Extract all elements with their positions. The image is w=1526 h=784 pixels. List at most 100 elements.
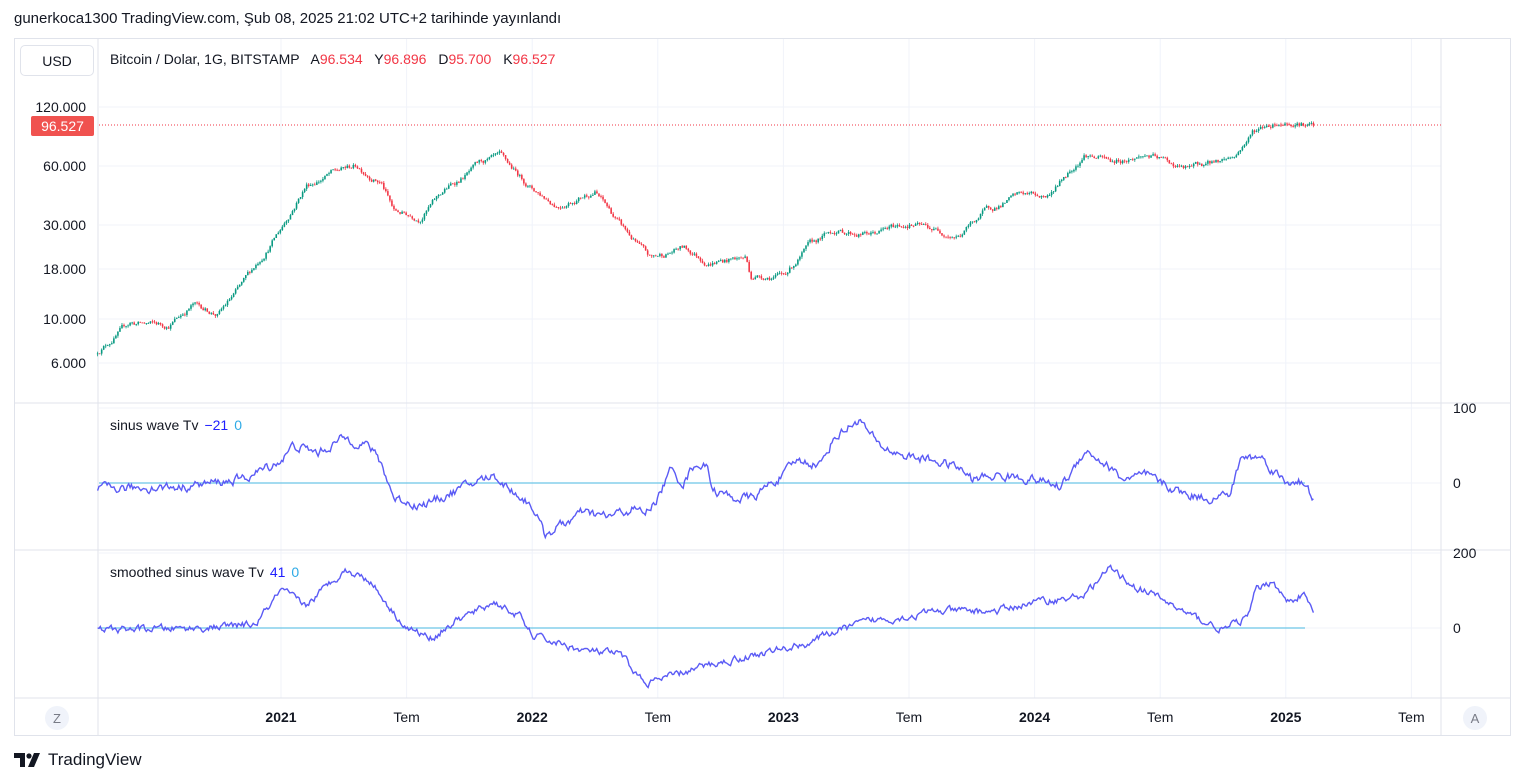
candle: [695, 252, 698, 259]
candle: [1083, 153, 1085, 161]
candle: [1229, 156, 1232, 160]
candle: [510, 163, 513, 170]
candle: [1251, 129, 1254, 137]
candle: [330, 169, 332, 174]
candle: [1030, 190, 1033, 195]
candle: [478, 159, 481, 165]
log-scale-toggle[interactable]: Z: [45, 706, 69, 730]
candle: [1099, 154, 1102, 158]
candle: [336, 168, 338, 172]
candle: [307, 182, 310, 188]
candle: [543, 196, 545, 200]
candle: [1312, 121, 1315, 128]
candle: [255, 263, 257, 270]
candle: [1288, 122, 1290, 126]
candle: [569, 202, 572, 205]
candle: [1024, 192, 1027, 196]
candle: [383, 180, 385, 191]
candle: [1036, 193, 1039, 197]
candle: [370, 178, 373, 183]
candle: [1302, 122, 1305, 127]
candle: [180, 313, 182, 319]
candle: [630, 234, 633, 241]
candle: [433, 197, 436, 201]
candle: [717, 260, 720, 263]
candle: [1048, 193, 1051, 196]
candle: [482, 160, 485, 165]
candle: [1263, 125, 1266, 129]
candle: [190, 303, 192, 311]
candle: [480, 158, 483, 163]
candle: [1259, 125, 1262, 130]
candle: [236, 284, 239, 290]
candle: [573, 201, 576, 206]
candle: [273, 237, 276, 241]
candle: [699, 256, 702, 263]
candle: [602, 195, 604, 202]
indicator-legend-smoothed[interactable]: smoothed sinus wave Tv 41 0: [110, 564, 299, 580]
candle: [220, 307, 223, 312]
candle: [155, 321, 158, 326]
candle: [358, 167, 361, 170]
candle: [551, 203, 554, 206]
candle: [870, 230, 872, 237]
auto-scale-button[interactable]: A: [1463, 706, 1487, 730]
candle: [326, 173, 328, 177]
candle: [799, 255, 801, 262]
candle: [890, 223, 893, 229]
indicator-value: 41: [269, 564, 286, 580]
candle: [171, 321, 174, 326]
candle: [874, 230, 876, 235]
candle: [929, 225, 931, 230]
candle: [178, 315, 180, 319]
candle: [96, 351, 99, 357]
symbol-title[interactable]: Bitcoin / Dolar, 1G, BITSTAMP: [110, 51, 300, 67]
candle: [1166, 156, 1169, 163]
candle: [360, 167, 363, 174]
candle: [756, 275, 759, 278]
candle: [1125, 160, 1128, 164]
candle: [790, 267, 793, 269]
open-label: A: [310, 51, 320, 67]
candle: [1062, 176, 1065, 181]
candle: [549, 200, 552, 205]
candle: [269, 245, 271, 253]
candle: [429, 203, 432, 208]
candle: [129, 321, 131, 327]
candle: [1089, 154, 1091, 158]
candle: [644, 245, 647, 251]
candle: [1146, 155, 1148, 157]
candle: [127, 324, 129, 328]
candle: [299, 196, 302, 200]
candle: [192, 302, 194, 308]
time-axis-label: 2023: [767, 709, 799, 725]
candle: [1308, 121, 1311, 127]
tradingview-logo[interactable]: TradingView: [14, 750, 142, 770]
candle: [1239, 149, 1242, 154]
candle: [194, 302, 196, 306]
candle: [567, 201, 570, 208]
candle: [328, 171, 330, 176]
candle: [486, 157, 489, 162]
candle: [689, 250, 692, 256]
currency-button[interactable]: USD: [20, 45, 94, 76]
candle: [1077, 164, 1079, 168]
candle: [149, 321, 152, 324]
candle: [904, 225, 907, 229]
candle: [565, 205, 568, 209]
candle: [1131, 157, 1134, 161]
candle: [701, 258, 704, 264]
candle: [555, 205, 558, 208]
time-axis-label: Tem: [895, 709, 923, 725]
candle: [1160, 156, 1163, 158]
indicator-legend-sinus[interactable]: sinus wave Tv −21 0: [110, 417, 242, 433]
indicator-axis-label: 0: [1453, 620, 1461, 636]
candle: [1113, 160, 1116, 165]
candle: [441, 191, 444, 195]
candle: [289, 213, 292, 220]
candle: [1190, 164, 1193, 167]
candle: [1310, 121, 1313, 125]
candle: [411, 215, 414, 220]
